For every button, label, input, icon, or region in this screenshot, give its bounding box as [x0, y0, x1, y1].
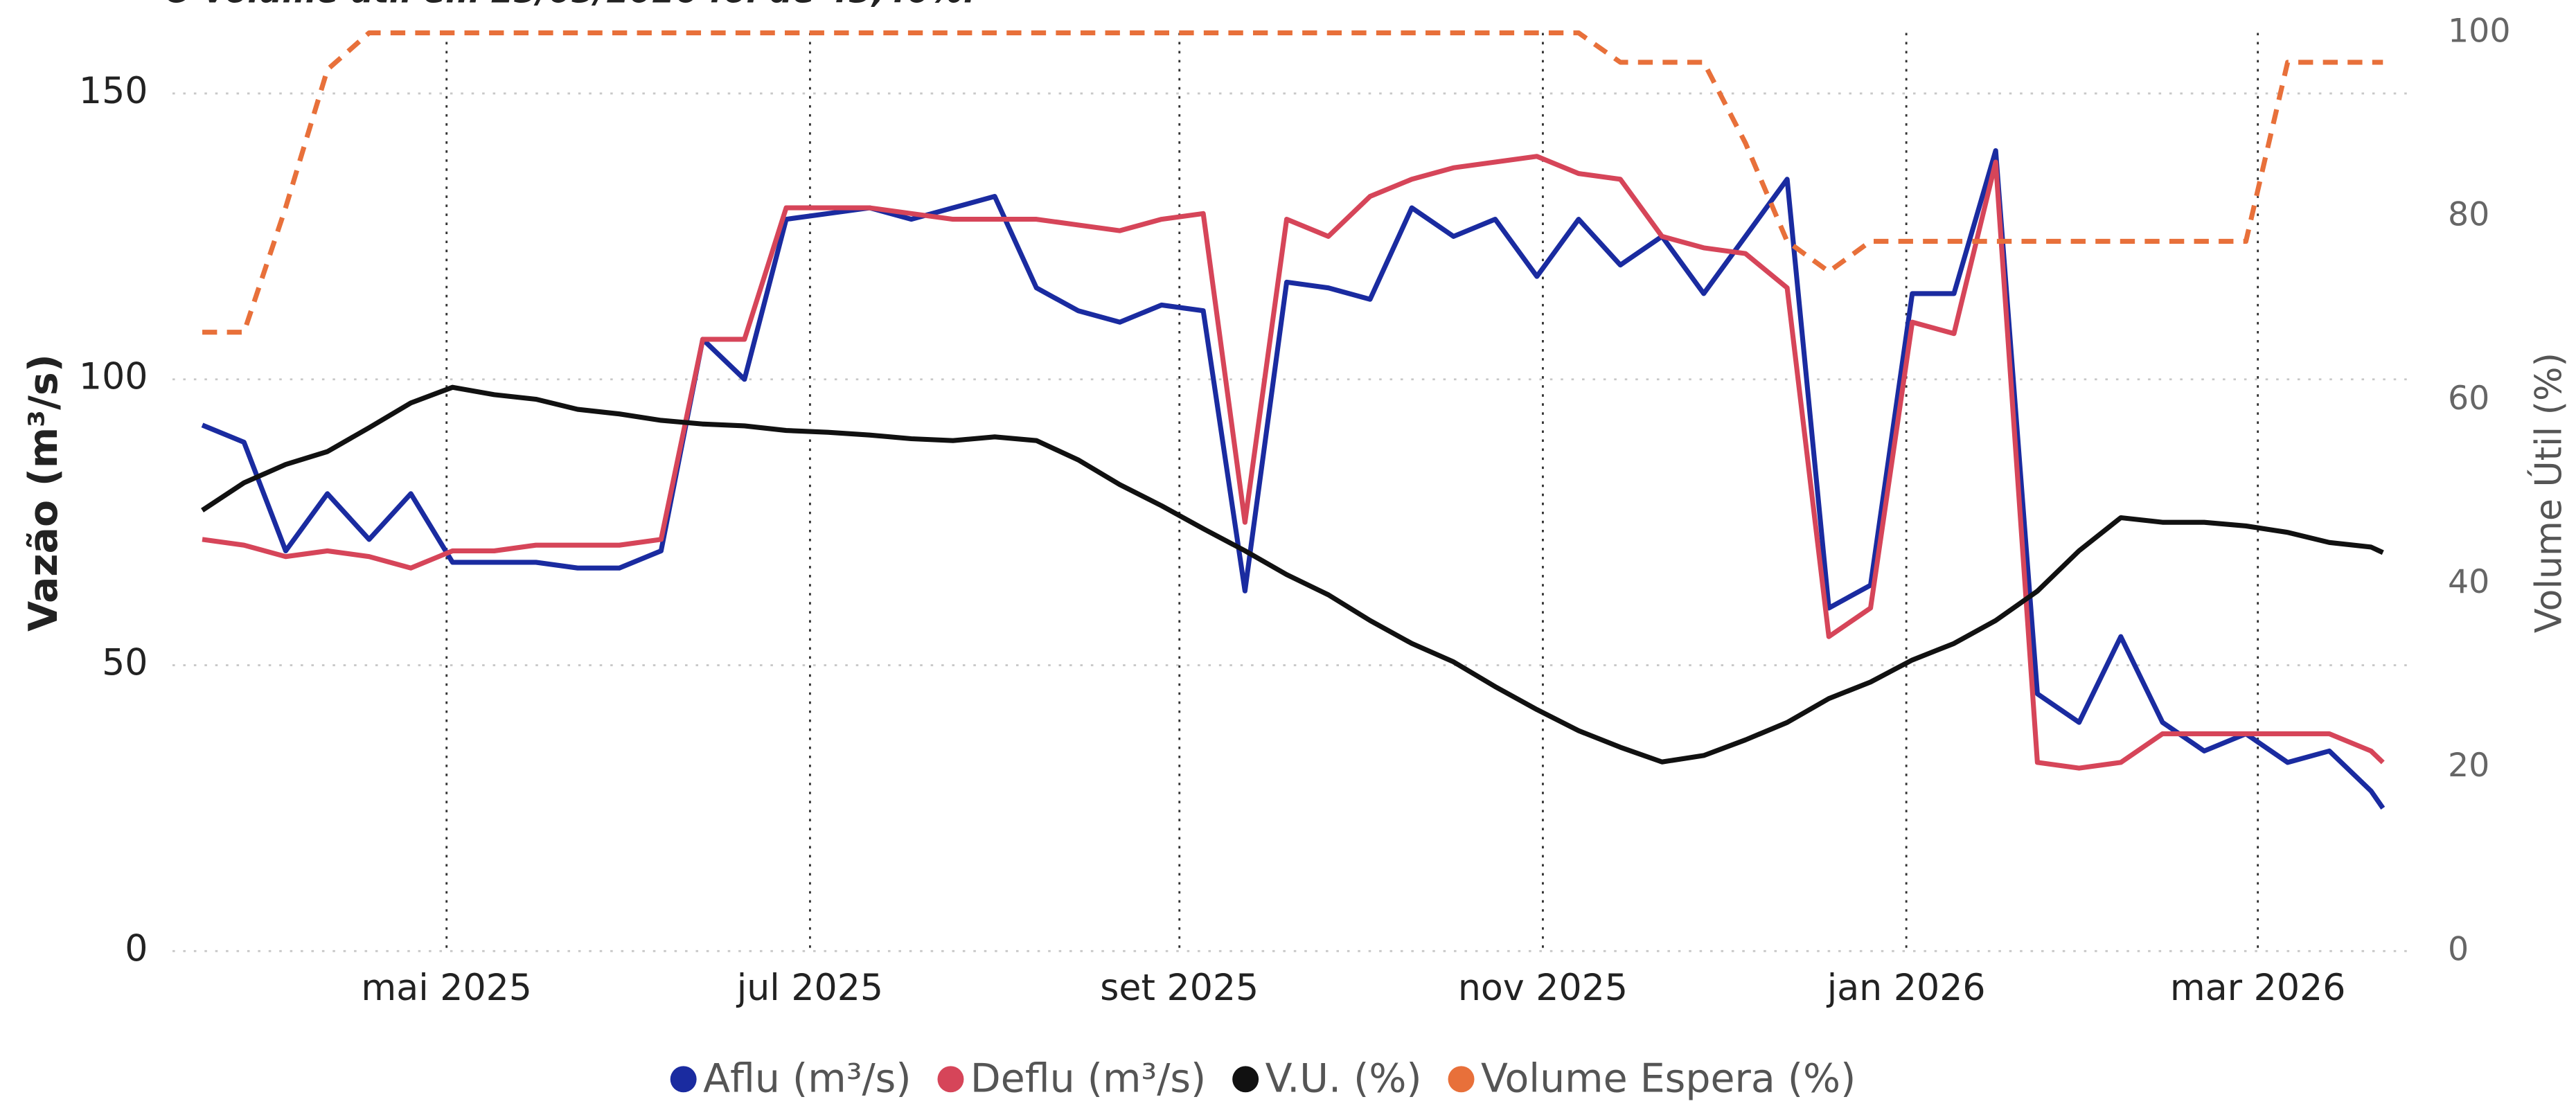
series-line	[201, 384, 2384, 765]
series-line	[201, 148, 2386, 810]
y-tick-label: 100	[79, 357, 148, 398]
x-tick-label: mar 2026	[2170, 967, 2346, 1009]
y-tick-label: 150	[79, 71, 148, 112]
y-axis-title: Vazão (m³/s)	[21, 354, 66, 632]
series-line	[202, 154, 2385, 771]
y2-tick-label: 80	[2448, 196, 2489, 234]
legend-marker	[670, 1066, 697, 1093]
y-tick-label: 0	[125, 928, 148, 970]
legend: Aflu (m³/s) Deflu (m³/s) V.U. (%) Volume Es…	[670, 1055, 1856, 1101]
legend-label: Deflu (m³/s)	[970, 1055, 1206, 1101]
legend-marker	[1232, 1066, 1259, 1093]
legend-marker	[937, 1066, 964, 1093]
legend-label: Aflu (m³/s)	[703, 1055, 911, 1101]
legend-marker	[1448, 1066, 1475, 1093]
legend-label: Volume Espera (%)	[1481, 1055, 1856, 1101]
chart-title: O volume útil em 23/03/2026 foi de 43,40…	[164, 0, 975, 11]
x-tick-label: nov 2025	[1458, 967, 1628, 1009]
x-tick-label: mai 2025	[361, 967, 532, 1009]
x-tick-label: jan 2026	[1827, 967, 1986, 1009]
legend-label: V.U. (%)	[1265, 1055, 1422, 1101]
y2-tick-label: 40	[2448, 563, 2489, 601]
y-tick-label: 50	[102, 643, 148, 684]
x-tick-label: set 2025	[1100, 967, 1259, 1009]
y2-tick-label: 20	[2448, 747, 2489, 785]
series-line	[202, 30, 2383, 335]
y2-tick-label: 100	[2448, 12, 2511, 50]
x-tick-label: jul 2025	[736, 967, 883, 1009]
y2-tick-label: 60	[2448, 380, 2489, 418]
y2-tick-label: 0	[2448, 930, 2469, 968]
y2-axis-title: Volume Útil (%)	[2527, 353, 2570, 633]
